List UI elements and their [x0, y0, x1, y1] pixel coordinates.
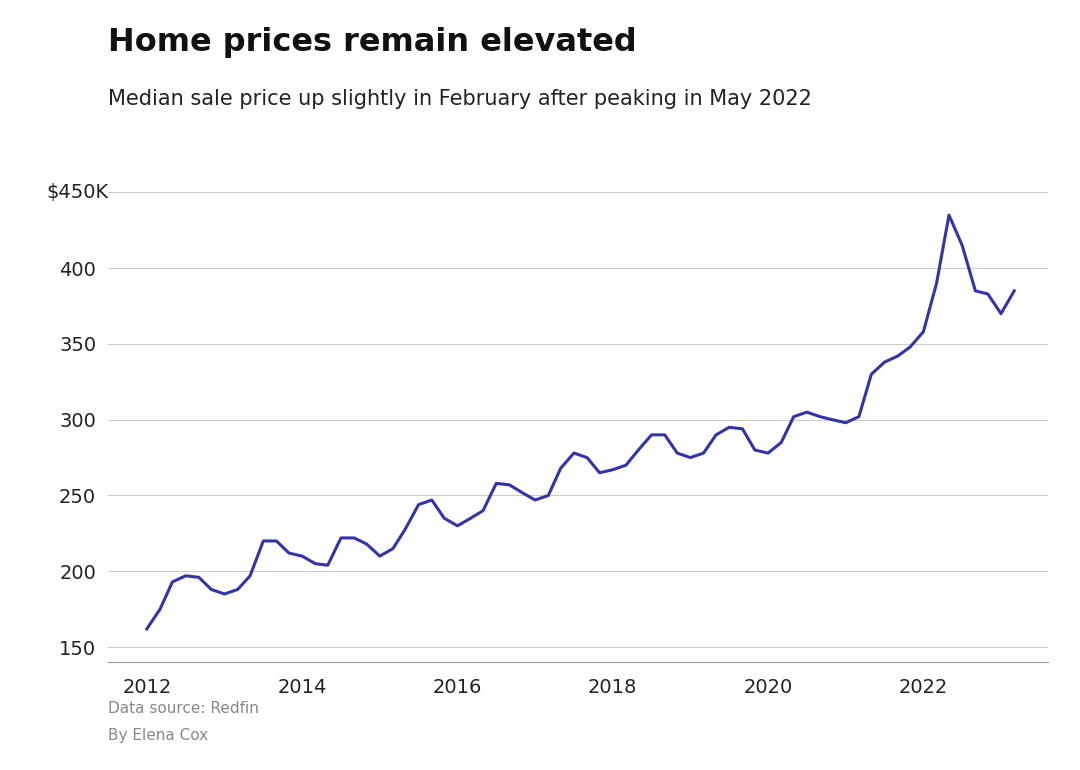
Text: By Elena Cox: By Elena Cox	[108, 728, 208, 742]
Text: Median sale price up slightly in February after peaking in May 2022: Median sale price up slightly in Februar…	[108, 89, 812, 109]
Text: $450K: $450K	[45, 183, 108, 202]
Text: Home prices remain elevated: Home prices remain elevated	[108, 27, 637, 58]
Text: Data source: Redfin: Data source: Redfin	[108, 701, 259, 715]
